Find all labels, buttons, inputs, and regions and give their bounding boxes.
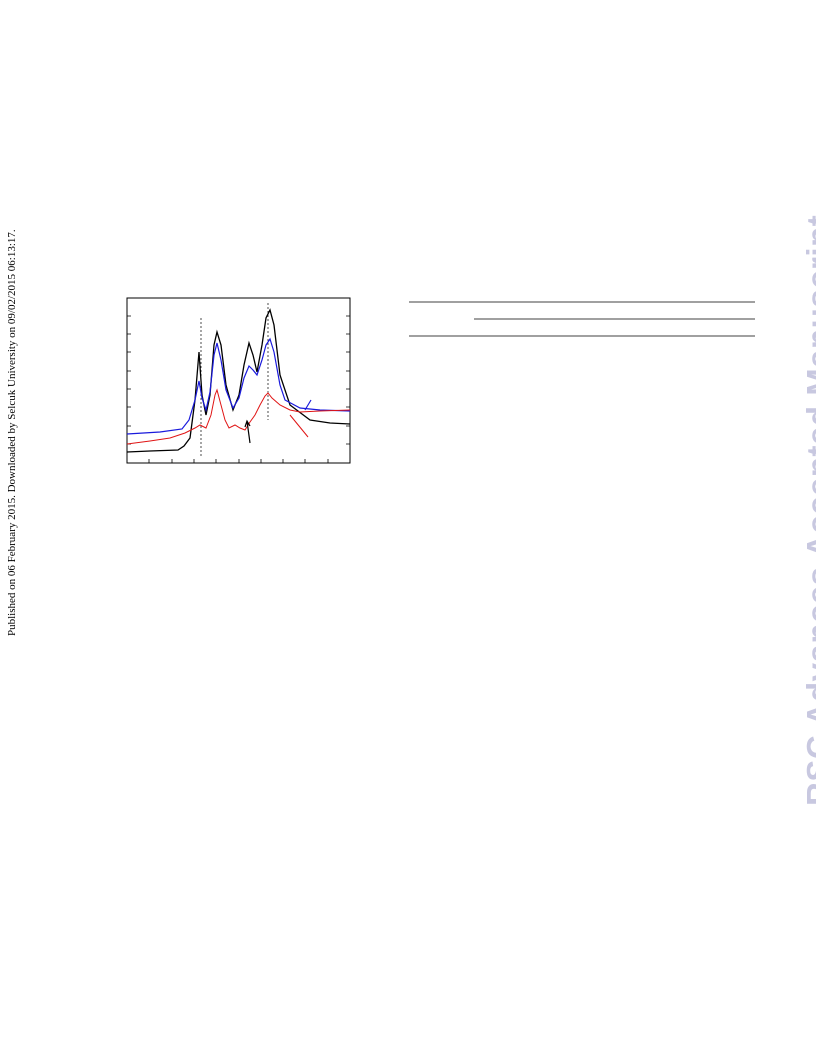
axis-ticks [127,315,350,463]
plot-frame [126,297,351,464]
figure [126,297,351,464]
table-rules [409,301,755,337]
black-curve [126,308,351,453]
red-pointer [289,414,309,438]
blue-curve [126,337,351,435]
blue-pointer [304,399,312,411]
red-curve [126,388,351,445]
arrow [244,419,251,444]
